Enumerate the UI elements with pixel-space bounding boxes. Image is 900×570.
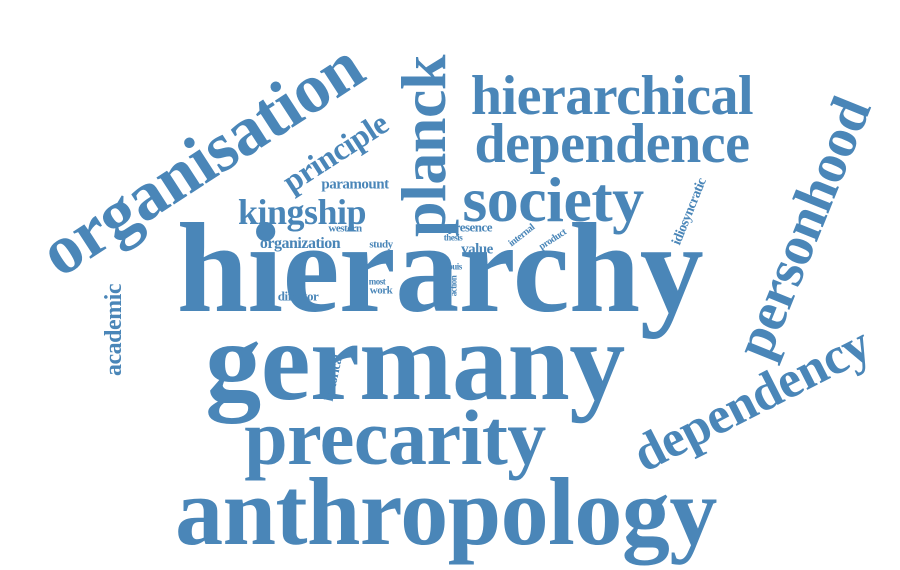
word-academic: academic [101,284,127,376]
word-presence: presence [447,219,493,235]
word-planck: planck [388,55,459,237]
word-precarity: precarity [244,394,546,481]
word-western: western [328,222,362,235]
word-anthropology: anthropology [175,458,717,565]
word-most: most [368,276,386,287]
word-paramount: paramount [321,176,389,193]
word-kingship: kingship [237,192,367,232]
word-society: society [462,164,644,235]
word-action: action [448,275,459,297]
word-director: director [277,288,319,304]
word-work: work [369,284,393,297]
word-hierarchy: hierarchy [176,197,704,339]
word-organization: organization [259,235,341,252]
word-thesis: thesis [443,232,463,243]
word-louis: louis [446,261,462,272]
word-study: study [369,238,393,251]
word-germany: germany [205,300,625,424]
word-dependence: dependence [474,113,751,175]
word-hierarchical: hierarchical [470,65,754,127]
word-value: value [461,241,493,258]
